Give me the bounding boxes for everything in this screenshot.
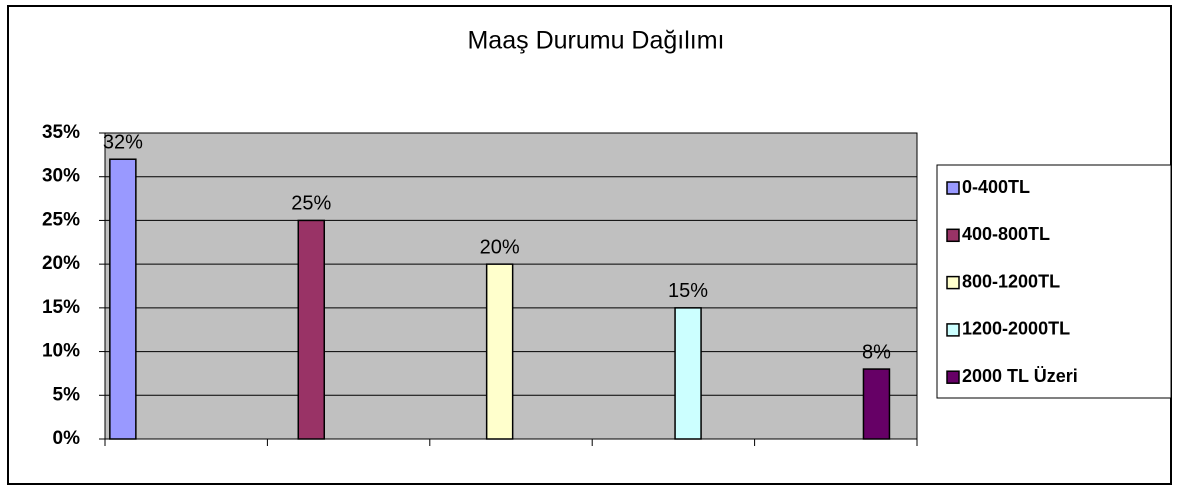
data-label: 25%: [291, 193, 331, 215]
y-tick-label: 10%: [42, 341, 80, 362]
bar: [109, 158, 137, 440]
y-tick-label: 20%: [42, 253, 80, 274]
legend-swatch: [946, 323, 960, 337]
legend-box: [936, 164, 1172, 399]
y-tick-label: 35%: [42, 122, 80, 143]
legend-label: 1200-2000TL: [962, 319, 1070, 339]
y-tick-label: 0%: [53, 428, 81, 449]
data-label: 32%: [103, 132, 143, 154]
bar: [297, 219, 326, 440]
y-tick-label: 30%: [42, 166, 80, 187]
bar: [862, 368, 891, 440]
legend-label: 400-800TL: [962, 224, 1050, 244]
data-label: 20%: [480, 236, 520, 258]
legend-label: 2000 TL Üzeri: [962, 366, 1078, 386]
y-tick-label: 25%: [42, 209, 80, 230]
legend-label: 800-1200TL: [962, 271, 1060, 291]
legend-label: 0-400TL: [962, 177, 1030, 197]
data-label: 8%: [862, 341, 891, 363]
bar: [674, 307, 702, 440]
chart-title: Maaş Durumu Dağılımı: [467, 27, 724, 55]
legend-swatch: [946, 228, 960, 243]
legend-swatch: [946, 181, 960, 195]
legend-swatch: [946, 275, 960, 290]
y-tick-label: 5%: [53, 384, 81, 405]
data-label: 15%: [668, 280, 708, 302]
y-tick-label: 15%: [42, 297, 80, 318]
legend-swatch: [946, 370, 960, 384]
bar: [485, 263, 514, 440]
